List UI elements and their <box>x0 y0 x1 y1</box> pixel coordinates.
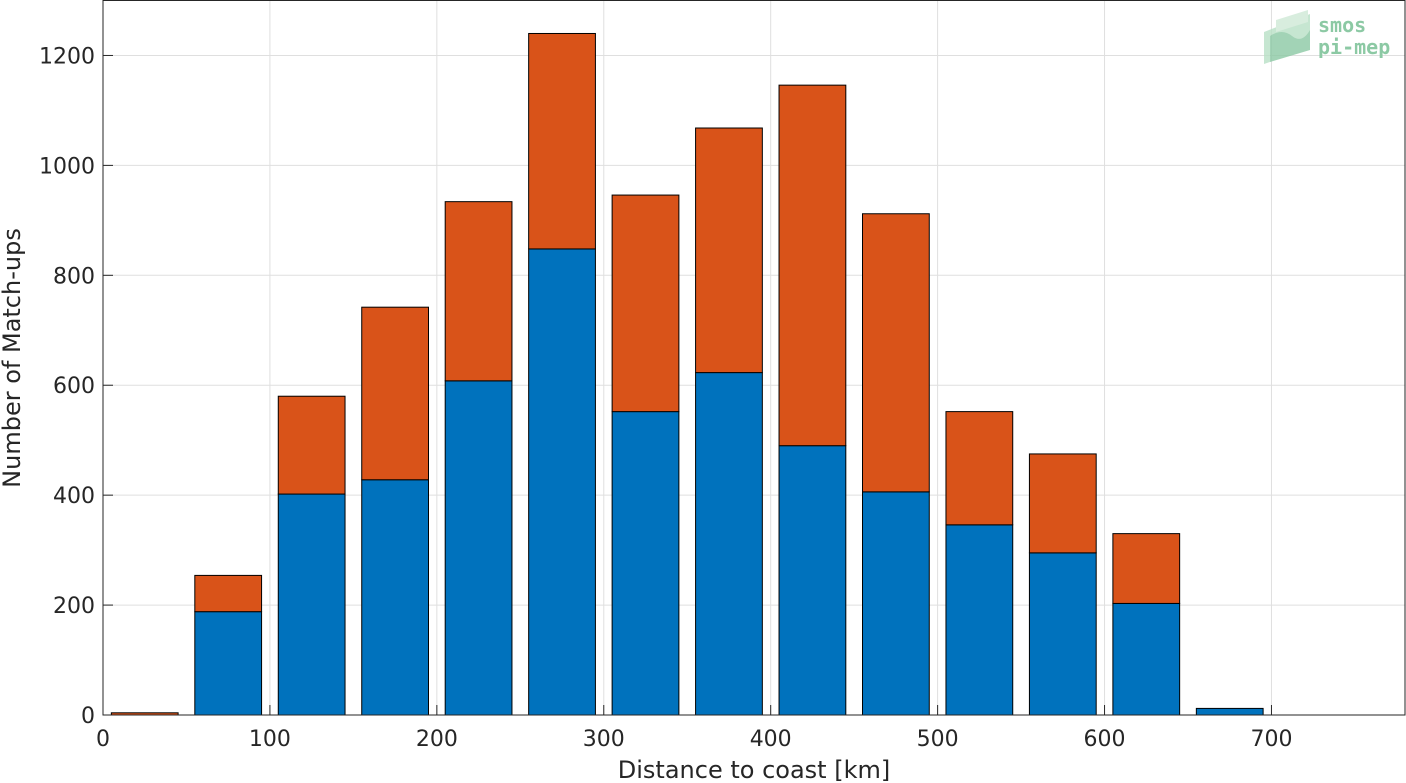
y-tick-label: 800 <box>53 264 95 289</box>
smos-pi-mep-logo: smos pi-mep <box>1264 10 1390 64</box>
logo-waves-icon <box>1264 10 1310 64</box>
bar-series-2-425 <box>778 84 847 447</box>
bars <box>110 32 1264 716</box>
bar-series-2-225 <box>444 201 513 382</box>
bar-series-2-475 <box>862 213 930 493</box>
bar-series-1-75 <box>194 611 263 716</box>
bar-series-1-175 <box>361 479 430 716</box>
bar-series-1-675 <box>1195 707 1264 716</box>
bar-series-1-425 <box>778 445 847 716</box>
x-tick-label: 300 <box>583 727 625 752</box>
x-tick-label: 600 <box>1084 727 1126 752</box>
bar-series-2-75 <box>194 574 263 613</box>
bar-series-2-625 <box>1112 533 1181 604</box>
x-tick-label: 700 <box>1250 727 1292 752</box>
bar-series-1-575 <box>1028 552 1097 716</box>
x-tick-label: 200 <box>416 727 458 752</box>
y-axis-title: Number of Match-ups <box>0 228 26 488</box>
x-axis-title: Distance to coast [km] <box>618 756 890 783</box>
bar-series-1-125 <box>277 493 346 716</box>
bar-series-1-325 <box>611 411 680 716</box>
bar-series-2-275 <box>528 32 596 250</box>
y-tick-label: 1200 <box>39 44 95 69</box>
logo-line-1: smos <box>1318 13 1366 37</box>
bar-series-1-275 <box>528 248 596 716</box>
y-tick-label: 0 <box>81 704 95 729</box>
bar-series-1-525 <box>945 524 1014 716</box>
y-tick-label: 1000 <box>39 154 95 179</box>
bar-series-1-225 <box>444 380 513 716</box>
bar-series-2-125 <box>277 395 346 495</box>
x-tick-label: 500 <box>917 727 959 752</box>
bar-series-1-375 <box>695 372 763 716</box>
y-tick-label: 400 <box>53 484 95 509</box>
x-tick-label: 0 <box>96 727 110 752</box>
axis-ticks: 0 100 200 300 400 500 600 700 0 200 400 600 800 1000 1… <box>39 44 1292 752</box>
x-tick-label: 100 <box>249 727 291 752</box>
bar-series-2-575 <box>1028 453 1097 554</box>
bar-series-2-525 <box>945 411 1014 526</box>
plot-frame <box>102 0 1406 716</box>
logo-line-2: pi-mep <box>1318 35 1390 59</box>
y-tick-label: 600 <box>53 374 95 399</box>
bar-series-2-375 <box>695 127 763 374</box>
bar-series-2-325 <box>611 194 680 413</box>
bar-series-1-625 <box>1112 602 1181 716</box>
x-tick-label: 400 <box>750 727 792 752</box>
bar-series-2-175 <box>361 306 430 481</box>
y-tick-label: 200 <box>53 594 95 619</box>
bar-series-1-475 <box>862 491 930 716</box>
